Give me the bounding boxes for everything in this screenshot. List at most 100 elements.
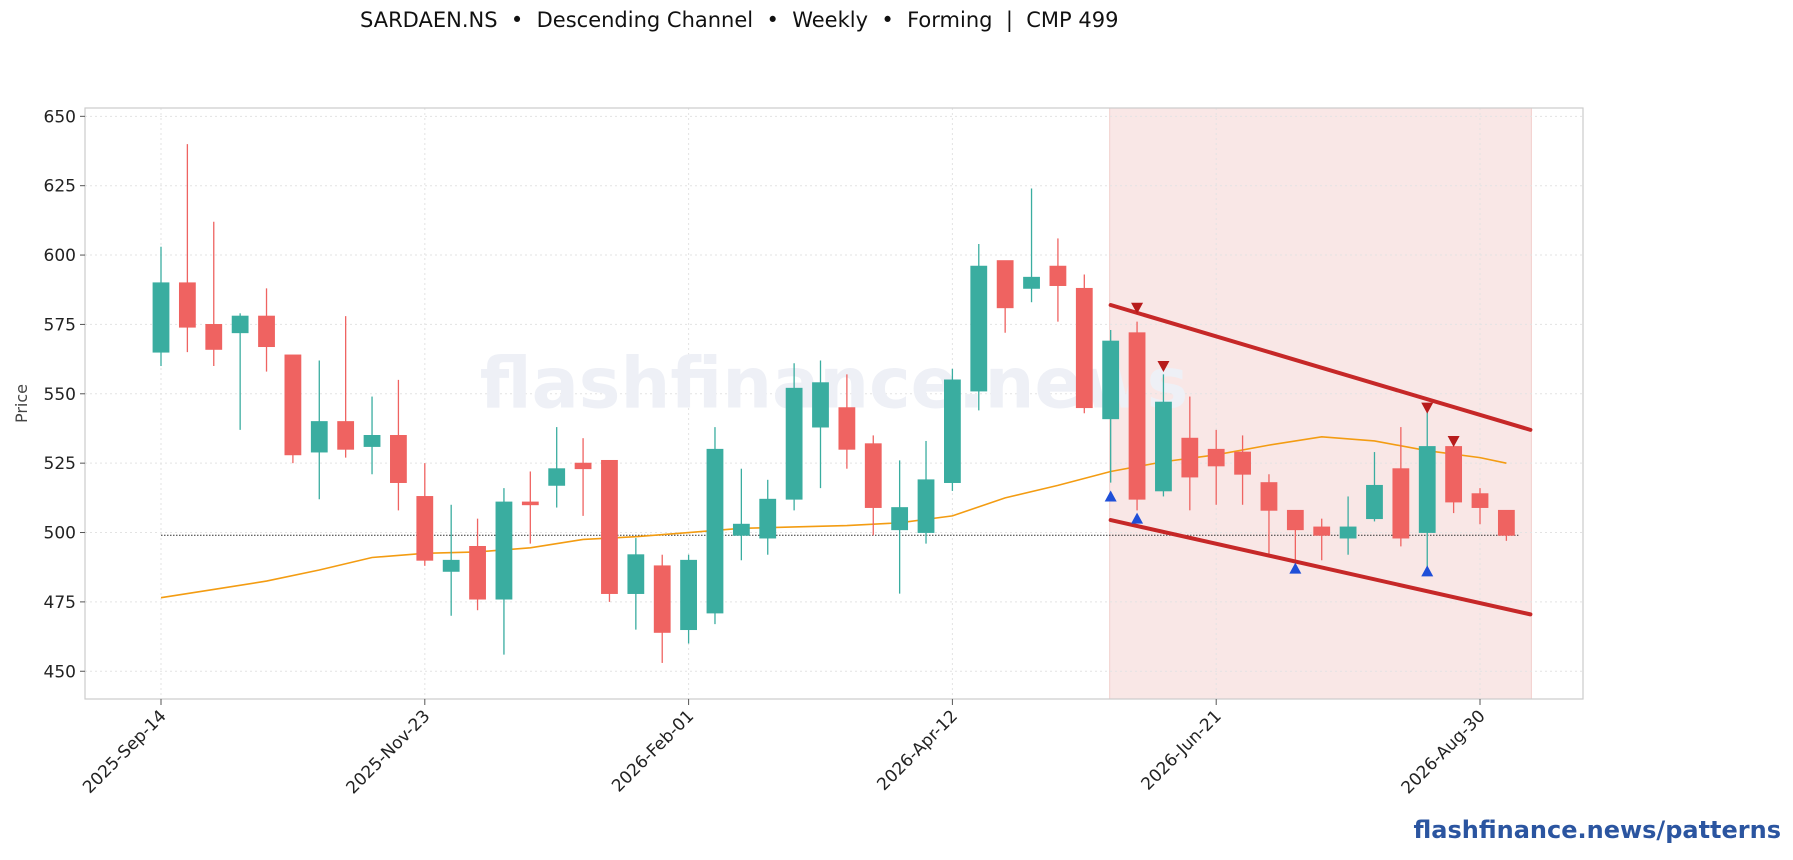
x-tick-label: 2026-Apr-12 — [873, 706, 961, 794]
candle-body — [1286, 509, 1304, 531]
y-tick-label: 575 — [44, 315, 76, 335]
candle-body — [970, 265, 988, 392]
y-tick-label: 650 — [44, 107, 76, 127]
candle — [1128, 321, 1146, 511]
x-tick-label: 2026-Aug-30 — [1398, 706, 1490, 798]
x-tick-label: 2025-Nov-23 — [342, 706, 434, 798]
candle — [891, 460, 909, 594]
y-tick-label: 550 — [44, 385, 76, 405]
candle-body — [601, 459, 618, 594]
candle-body — [627, 554, 645, 594]
candle-body — [1260, 482, 1278, 511]
candle-body — [469, 545, 486, 600]
candle-body — [178, 282, 196, 328]
candle — [1313, 518, 1331, 561]
candle-body — [785, 387, 803, 500]
candle — [152, 246, 170, 367]
candle-body — [442, 559, 460, 572]
sma-line — [160, 435, 1507, 599]
candle — [785, 363, 803, 511]
candle — [178, 144, 196, 353]
candle-body — [1392, 468, 1410, 539]
candle — [838, 374, 856, 469]
candle-body — [996, 260, 1014, 309]
y-axis-label: Price — [12, 384, 31, 423]
candle — [944, 368, 961, 491]
candle — [627, 538, 645, 630]
candle-body — [258, 315, 275, 348]
swing-markers — [1104, 302, 1460, 577]
candle — [970, 243, 988, 411]
candle-body — [1497, 509, 1515, 536]
candles — [152, 144, 1515, 663]
candle-body — [1128, 332, 1146, 500]
candle-body — [205, 324, 223, 350]
candle-body — [1023, 276, 1040, 289]
candle-body — [390, 435, 407, 483]
candle — [1102, 329, 1120, 483]
candle-body — [917, 479, 935, 533]
swing-low-marker — [1131, 512, 1144, 524]
candle — [601, 459, 618, 602]
candle-body — [1471, 493, 1489, 508]
x-tick-label: 2026-Jun-21 — [1138, 706, 1226, 794]
brand-link[interactable]: flashfinance.news/patterns — [1413, 816, 1781, 844]
y-tick-label: 525 — [44, 454, 76, 474]
swing-low-marker — [1421, 565, 1434, 577]
candle — [495, 488, 513, 655]
candle — [1155, 374, 1172, 497]
candle-body — [1234, 451, 1251, 475]
swing-high-marker — [1447, 435, 1460, 447]
candle-body — [1313, 526, 1331, 536]
candle — [1366, 452, 1383, 522]
candle — [1075, 274, 1093, 414]
candle — [1339, 496, 1357, 555]
candle-body — [891, 507, 909, 531]
candle — [732, 468, 750, 561]
candle — [812, 360, 829, 489]
candle — [1445, 443, 1463, 514]
candle — [574, 438, 592, 516]
swing-high-marker — [1421, 402, 1434, 414]
y-tick-label: 600 — [44, 246, 76, 266]
candle — [337, 316, 355, 458]
candle — [469, 518, 486, 611]
candle — [284, 354, 302, 464]
candle-body — [732, 523, 750, 536]
candle-body — [495, 501, 513, 600]
candle — [759, 479, 777, 555]
swing-low-marker — [1289, 562, 1302, 574]
candle — [258, 288, 275, 372]
y-tick-label: 450 — [44, 662, 76, 682]
candle-body — [1339, 526, 1357, 539]
candle — [1392, 427, 1410, 547]
candle-body — [1445, 446, 1463, 503]
candle — [653, 554, 671, 663]
x-axis: 2025-Sep-14 2025-Nov-23 2026-Feb-01 2026-Ap… — [79, 699, 1490, 798]
candle — [521, 471, 539, 544]
candle-body — [1075, 287, 1093, 409]
y-tick-label: 475 — [44, 593, 76, 613]
y-tick-label: 500 — [44, 524, 76, 544]
candle-body — [152, 282, 170, 353]
candle — [1471, 488, 1489, 525]
candle — [1207, 429, 1225, 505]
channel-upper-line — [1108, 303, 1533, 432]
candle-body — [680, 559, 697, 631]
candle — [231, 313, 249, 430]
candle-body — [706, 448, 724, 614]
candle — [917, 440, 935, 544]
candle-body — [231, 315, 249, 334]
candle — [1234, 435, 1251, 505]
candle-body — [653, 565, 671, 633]
candle-body — [812, 382, 829, 428]
candle — [205, 221, 223, 367]
candle — [706, 427, 724, 625]
candle — [1049, 238, 1067, 322]
y-tick-label: 625 — [44, 177, 76, 197]
candle-body — [1418, 446, 1436, 533]
candle — [680, 554, 697, 644]
x-tick-label: 2026-Feb-01 — [608, 706, 698, 796]
candle — [310, 360, 328, 500]
